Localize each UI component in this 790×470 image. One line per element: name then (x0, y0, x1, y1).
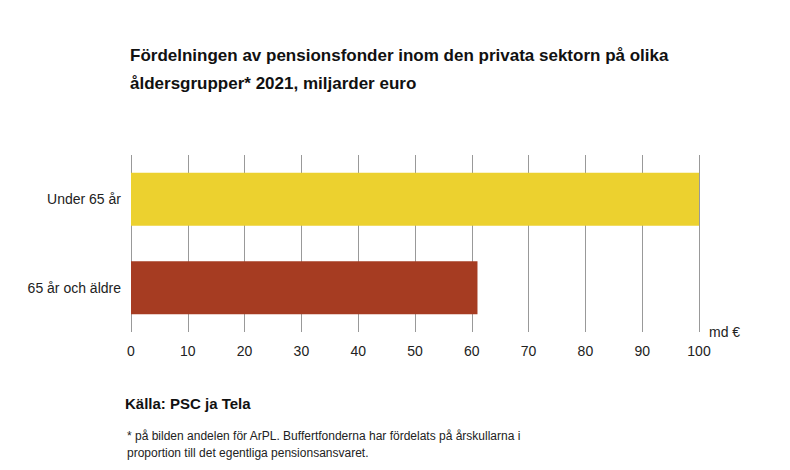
svg-text:md €: md € (709, 324, 740, 340)
svg-text:30: 30 (294, 343, 310, 359)
svg-text:100: 100 (687, 343, 711, 359)
svg-text:50: 50 (407, 343, 423, 359)
svg-text:20: 20 (237, 343, 253, 359)
svg-text:10: 10 (180, 343, 196, 359)
svg-text:65 år och äldre: 65 år och äldre (28, 280, 122, 296)
svg-text:proportion till det egentliga: proportion till det egentliga pensionsan… (127, 446, 369, 460)
svg-text:60: 60 (464, 343, 480, 359)
svg-text:* på bilden andelen för ArPL.: * på bilden andelen för ArPL. Buffertfon… (127, 429, 524, 443)
svg-text:90: 90 (634, 343, 650, 359)
svg-text:0: 0 (127, 343, 135, 359)
svg-text:80: 80 (578, 343, 594, 359)
svg-text:Under 65 år: Under 65 år (47, 191, 121, 207)
svg-text:åldersgrupper* 2021, miljarder: åldersgrupper* 2021, miljarder euro (130, 74, 416, 93)
svg-text:70: 70 (521, 343, 537, 359)
svg-text:Fördelningen av pensionsfonder: Fördelningen av pensionsfonder inom den … (130, 46, 673, 65)
svg-text:Källa: PSC ja Tela: Källa: PSC ja Tela (125, 395, 251, 412)
svg-text:40: 40 (350, 343, 366, 359)
